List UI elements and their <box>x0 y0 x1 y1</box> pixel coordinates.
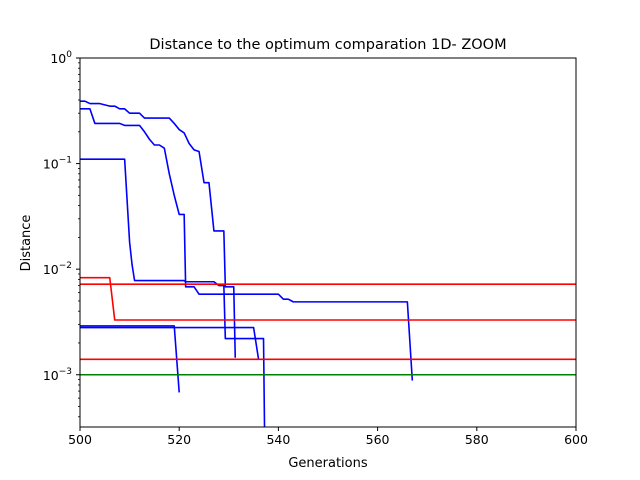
x-axis-label: Generations <box>288 456 368 471</box>
y-tick-label: 10−1 <box>43 156 72 172</box>
x-tick-label: 540 <box>266 432 290 447</box>
series-line-5 <box>80 326 260 360</box>
y-tick-label: 10−3 <box>43 367 72 383</box>
y-tick-label: 100 <box>50 50 72 66</box>
series-line-3 <box>80 158 266 427</box>
x-axis: 500 520 540 560 580 600 <box>68 427 588 447</box>
x-tick-label: 560 <box>366 432 390 447</box>
x-tick-label: 500 <box>68 432 92 447</box>
y-axis: 10−3 10−2 10−1 100 <box>43 50 80 418</box>
y-tick-label: 10−2 <box>43 261 72 277</box>
chart-title: Distance to the optimum comparation 1D- … <box>149 37 506 53</box>
x-tick-label: 600 <box>564 432 588 447</box>
series-line-6 <box>80 276 576 321</box>
series-layer <box>80 100 576 427</box>
series-line-1 <box>80 100 237 358</box>
x-tick-label: 580 <box>465 432 489 447</box>
y-axis-label: Distance <box>19 215 34 272</box>
x-tick-label: 520 <box>167 432 191 447</box>
series-line-2 <box>80 108 414 381</box>
series-line-4 <box>80 325 180 393</box>
plot-frame <box>79 57 577 428</box>
